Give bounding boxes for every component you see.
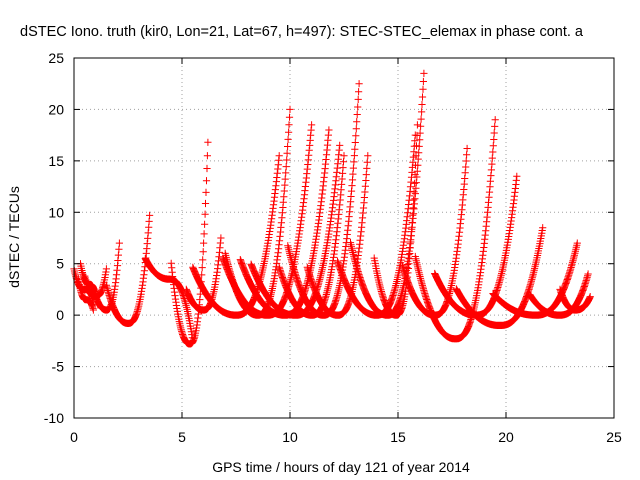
y-tick-label: 15: [48, 153, 64, 169]
data-marks: [70, 69, 594, 348]
satellite-pass-markers: [247, 141, 344, 319]
satellite-pass-markers: [526, 270, 592, 319]
x-tick-label: 5: [178, 429, 186, 445]
y-tick-label: 5: [56, 256, 64, 272]
satellite-pass-markers: [141, 255, 197, 345]
y-tick-label: -5: [52, 359, 65, 375]
satellite-pass-markers: [411, 116, 499, 343]
satellite-pass-markers: [303, 152, 372, 319]
x-tick-label: 10: [282, 429, 298, 445]
satellite-pass-markers: [452, 224, 547, 329]
grid-lines: [74, 58, 614, 418]
x-tick-label: 25: [606, 429, 622, 445]
x-tick-label: 20: [498, 429, 514, 445]
x-tick-label: 15: [390, 429, 406, 445]
y-tick-label: -10: [44, 410, 64, 426]
x-axis-label: GPS time / hours of day 121 of year 2014: [212, 459, 470, 475]
plot-frame: [73, 57, 615, 419]
y-tick-label: 0: [56, 307, 64, 323]
satellite-pass-markers: [102, 211, 154, 327]
y-tick-label: 25: [48, 50, 64, 66]
satellite-pass-markers: [89, 239, 123, 314]
satellite-pass-markers: [167, 138, 212, 348]
x-tick-label: 0: [70, 429, 78, 445]
satellite-pass-markers: [74, 275, 97, 314]
y-tick-label: 10: [48, 204, 64, 220]
satellite-pass-markers: [182, 234, 225, 314]
y-axis-label: dSTEC / TECUs: [6, 186, 22, 288]
y-tick-label: 20: [48, 101, 64, 117]
axis-ticks: 0 5 10 15 20 25 -10 -5 0 5 10 15 20 25: [44, 50, 622, 445]
satellite-pass-markers: [556, 285, 594, 314]
chart-title: dSTEC Iono. truth (kir0, Lon=21, Lat=67,…: [20, 24, 584, 40]
